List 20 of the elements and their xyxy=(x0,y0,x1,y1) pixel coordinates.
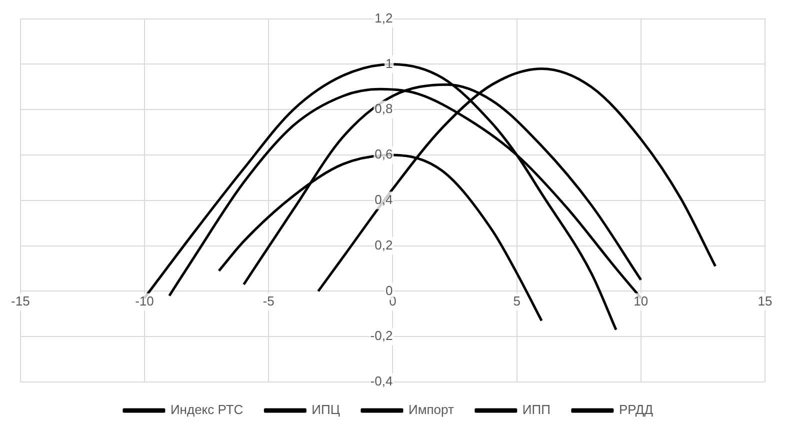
y-tick-label: 0,8 xyxy=(374,101,393,116)
x-tick-label: -5 xyxy=(262,294,274,309)
y-tick-label: 0,6 xyxy=(374,146,393,162)
legend-label: Импорт xyxy=(408,402,454,418)
y-tick-label: 0,4 xyxy=(374,192,393,207)
legend-label: ИПП xyxy=(522,402,550,418)
y-tick-label: 0,2 xyxy=(374,237,393,252)
x-tick-label: 10 xyxy=(634,294,648,309)
y-tick-label: 1 xyxy=(385,56,393,71)
y-tick-label: 1,2 xyxy=(374,10,393,26)
legend-label: РРДД xyxy=(618,402,654,418)
x-tick-label: 15 xyxy=(758,294,772,309)
y-tick-label: -0,4 xyxy=(370,374,393,389)
legend-label: Индекс РТС xyxy=(170,402,244,418)
y-tick-label: 0 xyxy=(385,282,393,298)
x-tick-label: -15 xyxy=(10,294,30,309)
y-tick-label: -0,2 xyxy=(370,328,393,344)
x-tick-label: 5 xyxy=(513,294,520,309)
x-tick-label: -10 xyxy=(135,294,154,309)
legend-label: ИПЦ xyxy=(312,402,340,418)
